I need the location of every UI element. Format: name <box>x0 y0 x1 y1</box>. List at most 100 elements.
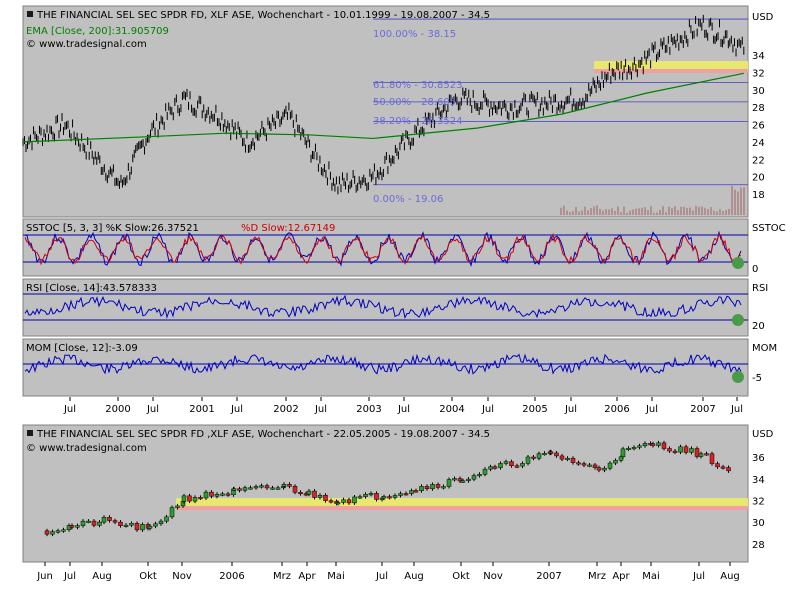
candle-body <box>548 451 554 454</box>
top-time-axis: Jul 2000 Jul 2001 Jul 2002 Jul 2003 Jul 2004 Jul 20… <box>63 397 743 415</box>
candle-body <box>694 448 700 457</box>
candle-body <box>220 493 225 496</box>
top-y-tick: 26 <box>752 121 765 132</box>
candle-body <box>460 480 466 483</box>
candle-body <box>403 493 409 496</box>
volume-bar <box>677 210 679 215</box>
volume-bar <box>704 207 706 215</box>
candle-body <box>374 493 379 500</box>
volume-bar <box>701 206 703 215</box>
candle-body <box>661 442 667 449</box>
candle-body <box>471 475 477 480</box>
volume-bar <box>578 211 580 215</box>
volume-bar <box>650 206 652 215</box>
rsi-tick: 20 <box>752 321 765 332</box>
top-x-tick: 2004 <box>439 404 464 415</box>
top-x-tick: 2003 <box>356 404 381 415</box>
candle-body <box>637 445 642 448</box>
mom-signal-marker <box>732 371 744 383</box>
fibonacci-lines <box>373 18 748 186</box>
candle-body <box>457 478 463 482</box>
candle-body <box>576 462 581 465</box>
candle-body <box>704 453 709 456</box>
volume-bar <box>686 208 688 215</box>
top-y-tick: 30 <box>752 86 765 97</box>
volume-bar <box>656 212 658 215</box>
sstoc-axis-label: SSTOC <box>752 223 786 234</box>
candle-body <box>187 495 192 502</box>
top-y-tick: 32 <box>752 68 765 79</box>
volume-bar <box>632 209 634 215</box>
candle-body <box>477 474 482 477</box>
rsi-signal-marker <box>732 314 744 326</box>
candle-body <box>620 448 626 458</box>
bottom-price-panel <box>22 424 749 563</box>
candle-body <box>44 530 50 535</box>
volume-bar <box>659 209 661 215</box>
top-x-tick: Jul <box>645 404 658 415</box>
candle-body <box>317 495 323 498</box>
volume-bar <box>695 205 697 215</box>
fib-label-382: 38.20% - 26.3524 <box>373 116 462 127</box>
candle-body <box>678 446 683 453</box>
ema-legend: EMA [Close, 200]:31.905709 <box>26 26 169 37</box>
candle-body <box>482 468 488 475</box>
volume-bar <box>737 191 739 215</box>
indicator-line <box>24 353 742 375</box>
volume-bar <box>638 208 640 215</box>
top-x-tick: 2006 <box>604 404 629 415</box>
candle-body <box>587 464 592 467</box>
volume-bar <box>710 207 712 215</box>
candle-body <box>531 456 536 459</box>
sstoc-signal-marker <box>732 257 744 269</box>
candle-body <box>335 502 341 505</box>
bottom-x-tick: Mrz <box>273 571 291 582</box>
volume-bar <box>635 208 637 215</box>
candle-body <box>209 491 214 497</box>
bottom-time-axis: Jun Jul Aug Okt Nov 2006 Mrz Apr Mai Jul Aug Okt Nov… <box>36 562 740 582</box>
candle-body <box>181 495 187 502</box>
bottom-x-tick: Aug <box>404 571 424 582</box>
top-y-tick: 18 <box>752 190 765 201</box>
volume-bar <box>626 212 628 215</box>
bottom-x-tick: Mai <box>327 571 345 582</box>
candle-body <box>69 525 75 528</box>
ema-line <box>22 72 744 143</box>
candle-body <box>328 500 334 503</box>
volume-bar <box>680 206 682 215</box>
volume-bar <box>596 205 598 215</box>
candle-body <box>198 497 203 500</box>
top-x-tick: Jul <box>397 404 410 415</box>
volume-bar <box>599 208 601 215</box>
candle-body <box>409 490 414 494</box>
bottom-x-tick: 2006 <box>219 571 244 582</box>
candle-body <box>698 453 704 457</box>
top-y-tick: 20 <box>752 173 765 184</box>
volume-bar <box>722 211 724 215</box>
top-x-tick: Jul <box>730 404 743 415</box>
candle-body <box>607 462 613 469</box>
bottom-y-tick: 28 <box>752 540 765 551</box>
candle-body <box>488 466 493 470</box>
volume-bar <box>581 210 583 215</box>
top-y-tick: 28 <box>752 103 765 114</box>
candle-body <box>86 520 91 523</box>
volume-bar <box>731 185 733 215</box>
candle-body <box>618 456 624 461</box>
candle-body <box>55 530 61 533</box>
indicator-series <box>24 230 742 375</box>
bottom-x-tick: Nov <box>172 571 192 582</box>
candle-body <box>352 496 357 504</box>
candle-body <box>270 487 275 490</box>
price-series <box>22 14 745 195</box>
candle-body <box>292 486 298 493</box>
candle-body <box>536 453 542 459</box>
volume-bar <box>602 210 604 215</box>
candle-body <box>570 457 576 463</box>
candle-body <box>672 450 678 453</box>
bottom-x-tick: Apr <box>298 571 316 582</box>
top-x-tick: Jul <box>146 404 159 415</box>
candle-body <box>441 486 446 489</box>
bottom-x-tick: Nov <box>483 571 503 582</box>
top-y-axis: 18 20 22 24 26 28 30 32 34 <box>752 51 765 201</box>
